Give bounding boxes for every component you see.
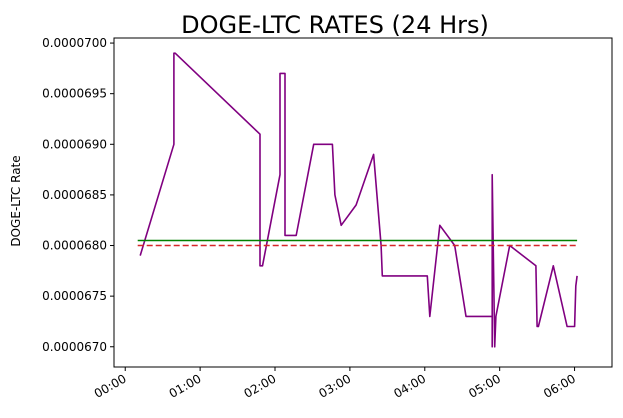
y-tick-label-4: 0.0000690: [42, 137, 107, 151]
plot-area: [137, 52, 578, 348]
y-axis: 0.0000670 0.0000675 0.0000680 0.0000685 0.00…: [42, 36, 114, 354]
series-line-0: [139, 52, 578, 348]
y-tick-label-5: 0.0000695: [42, 87, 107, 101]
y-tick-label-0: 0.0000670: [42, 340, 107, 354]
x-tick-label-5: 05:00: [466, 371, 503, 400]
x-tick-label-1: 01:00: [167, 371, 204, 400]
y-tick-label-3: 0.0000685: [42, 188, 107, 202]
y-tick-label-6: 0.0000700: [42, 36, 107, 50]
x-tick-label-6: 06:00: [541, 371, 578, 400]
y-tick-label-2: 0.0000680: [42, 239, 107, 253]
y-axis-label: DOGE-LTC Rate: [9, 155, 23, 246]
x-tick-label-3: 03:00: [316, 371, 353, 400]
plot-frame: [113, 37, 613, 368]
x-tick-label-0: 00:00: [92, 371, 129, 400]
chart-title: DOGE-LTC RATES (24 Hrs): [181, 11, 489, 39]
x-axis: 00:00 01:00 02:00 03:00 04:00 05:00 06:00: [92, 367, 578, 401]
x-tick-label-4: 04:00: [391, 371, 428, 400]
x-tick-label-2: 02:00: [242, 371, 279, 400]
y-tick-label-1: 0.0000675: [42, 289, 107, 303]
